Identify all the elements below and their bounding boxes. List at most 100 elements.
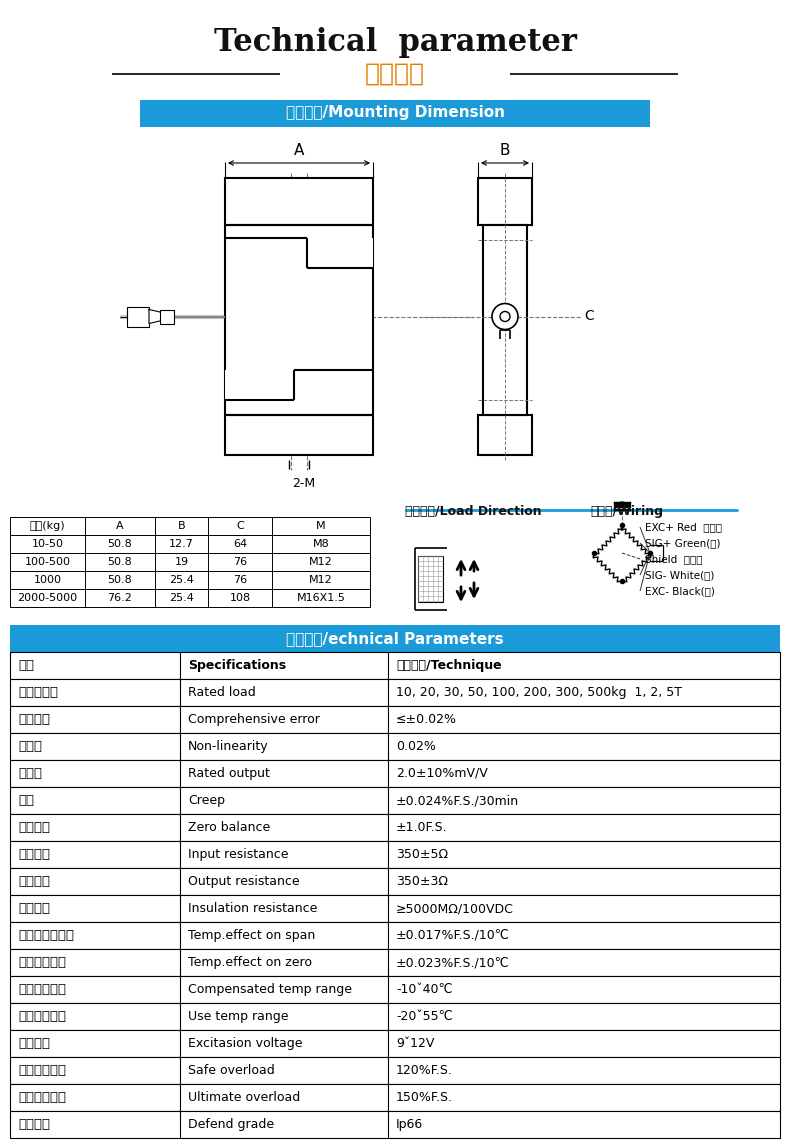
Text: 2000-5000: 2000-5000 [17, 592, 77, 603]
Text: 350±5Ω: 350±5Ω [396, 848, 448, 861]
Text: 参数: 参数 [18, 659, 34, 672]
Text: 50.8: 50.8 [107, 575, 133, 584]
Bar [418, 556, 443, 602]
Bar [10, 949, 780, 976]
Text: Output resistance: Output resistance [188, 876, 299, 888]
Text: Compensated temp range: Compensated temp range [188, 983, 352, 996]
Text: 灵敏度: 灵敏度 [18, 767, 42, 780]
Text: 激励电压: 激励电压 [18, 1037, 50, 1050]
Bar [10, 706, 780, 733]
Text: 120%F.S.: 120%F.S. [396, 1063, 453, 1077]
Text: A: A [294, 143, 304, 158]
Bar [140, 100, 650, 127]
Bar [10, 678, 780, 706]
Text: M16X1.5: M16X1.5 [296, 592, 345, 603]
Text: 使用温度范围: 使用温度范围 [18, 1010, 66, 1023]
Text: 150%F.S.: 150%F.S. [396, 1091, 453, 1104]
Text: B: B [178, 521, 186, 531]
Text: Excitasion voltage: Excitasion voltage [188, 1037, 303, 1050]
Text: ≥5000MΩ/100VDC: ≥5000MΩ/100VDC [396, 902, 514, 915]
Text: Use temp range: Use temp range [188, 1010, 288, 1023]
Bar [10, 895, 780, 923]
Text: ±1.0F.S.: ±1.0F.S. [396, 821, 448, 834]
Text: 350±3Ω: 350±3Ω [396, 876, 448, 888]
Text: Ip66: Ip66 [396, 1118, 423, 1131]
Bar [10, 589, 370, 607]
Text: 接线图/Wiring: 接线图/Wiring [590, 505, 663, 518]
Text: 零点温度影响: 零点温度影响 [18, 956, 66, 970]
Bar [10, 554, 370, 571]
Text: M12: M12 [309, 557, 333, 567]
Bar [478, 178, 532, 225]
Text: Insulation resistance: Insulation resistance [188, 902, 318, 915]
Bar [160, 309, 174, 323]
Bar [10, 1057, 780, 1084]
Bar [10, 652, 780, 678]
Text: 受力方式/Load Direction: 受力方式/Load Direction [405, 505, 542, 518]
Bar [307, 238, 373, 268]
Bar [10, 535, 370, 554]
Text: Defend grade: Defend grade [188, 1118, 274, 1131]
Bar [10, 760, 780, 787]
Text: SIG- White(白): SIG- White(白) [645, 570, 714, 580]
Text: M12: M12 [309, 575, 333, 584]
Text: 76.2: 76.2 [107, 592, 133, 603]
Bar [10, 976, 780, 1003]
Text: 极限过载范围: 极限过载范围 [18, 1091, 66, 1104]
Text: Ultimate overload: Ultimate overload [188, 1091, 300, 1104]
Text: 25.4: 25.4 [169, 592, 194, 603]
Text: 12.7: 12.7 [169, 539, 194, 549]
Text: Zero balance: Zero balance [188, 821, 270, 834]
Text: B: B [500, 143, 510, 158]
Text: 零点输出: 零点输出 [18, 821, 50, 834]
Text: 2-M: 2-M [292, 477, 315, 490]
Text: ≤±0.02%: ≤±0.02% [396, 713, 457, 727]
Text: 1000: 1000 [33, 575, 62, 584]
Text: C: C [584, 309, 594, 323]
Text: 64: 64 [233, 539, 247, 549]
Circle shape [492, 304, 518, 330]
Bar [10, 1084, 780, 1110]
Text: C: C [236, 521, 244, 531]
Text: Comprehensive error: Comprehensive error [188, 713, 320, 727]
Text: ±0.024%F.S./30min: ±0.024%F.S./30min [396, 794, 519, 807]
Bar [10, 571, 370, 589]
Bar [10, 517, 370, 535]
Text: ±0.017%F.S./10℃: ±0.017%F.S./10℃ [396, 929, 510, 942]
Text: M: M [316, 521, 325, 531]
Bar [10, 787, 780, 814]
Text: 2.0±10%mV/V: 2.0±10%mV/V [396, 767, 487, 780]
Bar [10, 868, 780, 895]
Text: EXC+ Red  （红）: EXC+ Red （红） [645, 521, 722, 532]
Text: 技术参数/echnical Parameters: 技术参数/echnical Parameters [286, 631, 504, 646]
Text: Shield  屏蔽线: Shield 屏蔽线 [645, 554, 702, 564]
Text: 50.8: 50.8 [107, 557, 133, 567]
Text: 绝缘电阻: 绝缘电阻 [18, 902, 50, 915]
Text: 25.4: 25.4 [169, 575, 194, 584]
Text: 10, 20, 30, 50, 100, 200, 300, 500kg  1, 2, 5T: 10, 20, 30, 50, 100, 200, 300, 500kg 1, … [396, 686, 682, 699]
Text: 108: 108 [229, 592, 250, 603]
Text: 技术参数: 技术参数 [365, 62, 425, 86]
Text: 传感器量程: 传感器量程 [18, 686, 58, 699]
Bar [10, 733, 780, 760]
Bar [225, 370, 294, 400]
Text: 虔变: 虔变 [18, 794, 34, 807]
Text: 100-500: 100-500 [24, 557, 70, 567]
Text: 50.8: 50.8 [107, 539, 133, 549]
Text: 9ˇ12V: 9ˇ12V [396, 1037, 435, 1050]
Text: 综合误差: 综合误差 [18, 713, 50, 727]
Text: Input resistance: Input resistance [188, 848, 288, 861]
Text: Temp.effect on zero: Temp.effect on zero [188, 956, 312, 970]
Polygon shape [149, 309, 162, 323]
Circle shape [500, 312, 510, 322]
Text: 防护等级: 防护等级 [18, 1118, 50, 1131]
Text: Non-linearity: Non-linearity [188, 740, 269, 753]
Text: Safe overload: Safe overload [188, 1063, 275, 1077]
Text: 灵敏度温度影响: 灵敏度温度影响 [18, 929, 74, 942]
Text: 0.02%: 0.02% [396, 740, 436, 753]
Text: M8: M8 [313, 539, 329, 549]
Text: 非线性: 非线性 [18, 740, 42, 753]
Bar [10, 923, 780, 949]
Text: A: A [116, 521, 124, 531]
Bar [478, 415, 532, 455]
